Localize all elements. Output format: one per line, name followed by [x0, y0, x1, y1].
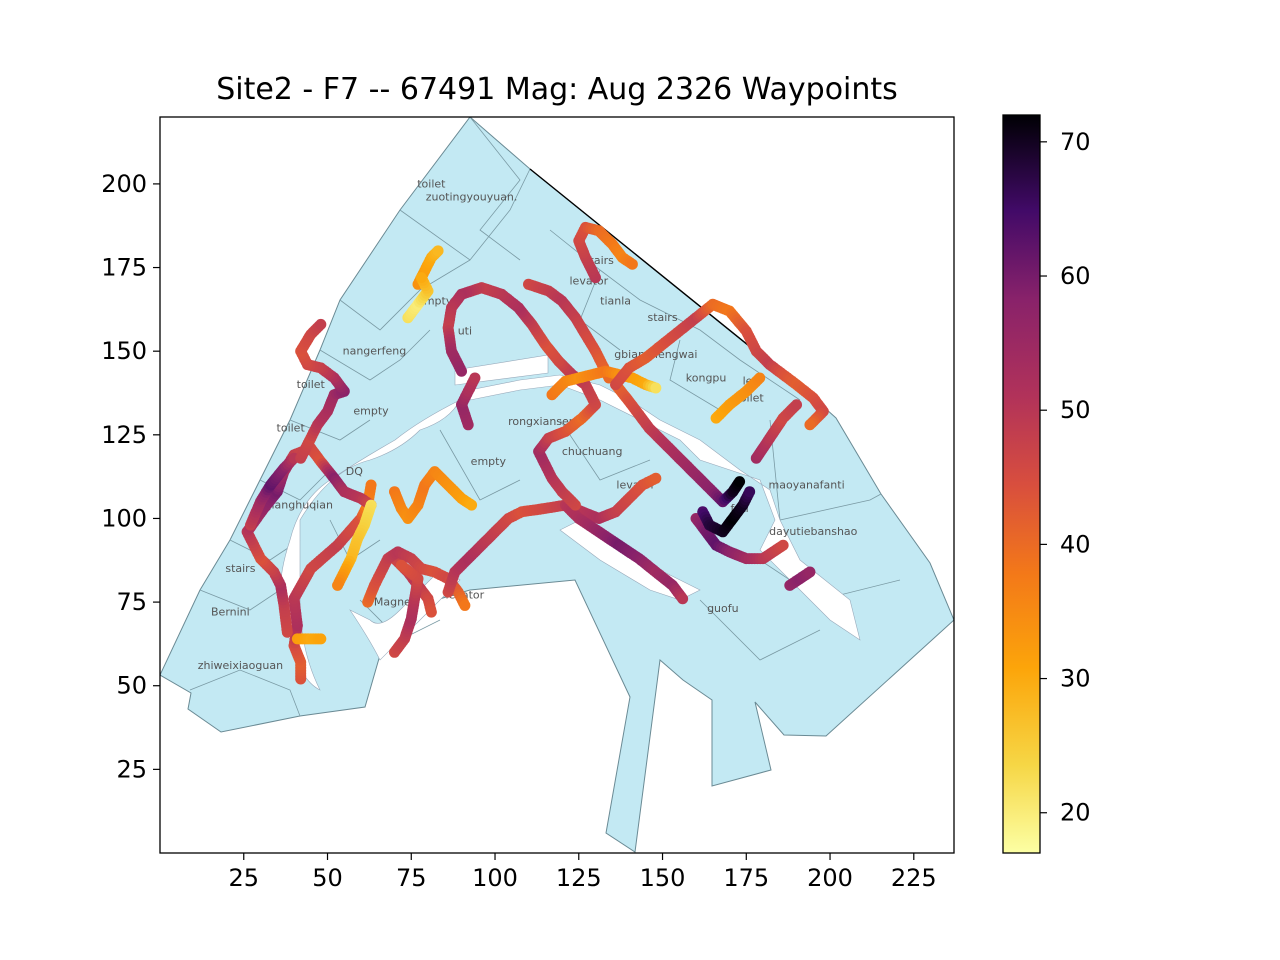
waypoint [650, 472, 662, 484]
waypoint [315, 633, 327, 645]
y-tick-label-5: 150 [101, 337, 147, 365]
room-label-8: nangerfeng [343, 345, 407, 358]
colorbar-tick-label-1: 30 [1060, 665, 1091, 693]
waypoint [469, 372, 481, 384]
trace-20 [710, 372, 766, 424]
x-tick-label-5: 150 [640, 864, 686, 892]
waypoint [395, 559, 407, 571]
x-tick-label-7: 200 [807, 864, 853, 892]
y-tick-label-2: 75 [116, 588, 147, 616]
room-label-27: Magnet [374, 595, 416, 608]
x-tick-label-2: 75 [396, 864, 427, 892]
room-label-15: toilet [277, 421, 306, 434]
trace-12 [442, 282, 601, 511]
room-label-6: stairs [647, 311, 677, 324]
waypoint [332, 579, 344, 591]
colorbar-tick-label-2: 40 [1060, 530, 1091, 558]
y-axis: 25 50 75 100 125 150 175 200 [101, 170, 160, 783]
trace-4 [295, 318, 350, 464]
room-label-17: chuchuang [562, 445, 623, 458]
trace-19 [573, 221, 638, 284]
colorbar: 20 30 40 50 60 70 [1002, 114, 1091, 854]
waypoint [650, 382, 662, 394]
waypoint [432, 245, 444, 257]
x-axis: 25 50 75 100 125 150 175 200 225 [228, 853, 937, 892]
waypoint [804, 566, 816, 578]
room-label-18: empty [471, 455, 507, 468]
y-tick-label-3: 100 [101, 504, 147, 532]
room-label-29: Bernini [211, 605, 250, 618]
trace-1 [291, 633, 327, 645]
waypoint [791, 399, 803, 411]
y-tick-label-1: 50 [116, 672, 147, 700]
waypoint [754, 372, 766, 384]
room-label-21: maoyanafanti [769, 478, 845, 491]
trace-25 [456, 372, 481, 431]
waypoint [677, 593, 689, 605]
colorbar-tick-label-0: 20 [1060, 799, 1091, 827]
colorbar-gradient [1002, 114, 1041, 854]
waypoint [734, 476, 746, 488]
colorbar-ticks: 20 30 40 50 60 70 [1040, 128, 1091, 827]
room-label-7: uti [458, 324, 472, 337]
room-label-25: stairs [225, 562, 255, 575]
room-label-1: zuotingyouyuan. [426, 191, 518, 204]
trace-6 [332, 499, 377, 591]
trace-21 [750, 399, 803, 464]
y-tick-label-6: 175 [101, 254, 147, 282]
colorbar-tick-label-3: 50 [1060, 396, 1091, 424]
room-label-14: empty [353, 405, 389, 418]
room-label-10: kongpu [686, 371, 727, 384]
x-tick-label-0: 25 [228, 864, 259, 892]
waypoint [466, 499, 478, 511]
floor-plan: toiletzuotingyouyuan.stairslevatortianla… [160, 117, 954, 853]
room-label-11: toilet [297, 378, 326, 391]
x-tick-label-8: 225 [891, 864, 937, 892]
waypoint [365, 479, 377, 491]
chart-title: Site2 - F7 -- 67491 Mag: Aug 2326 Waypoi… [216, 72, 898, 107]
room-label-30: zhiweixiaoguan [198, 659, 283, 672]
trace-3 [245, 452, 300, 531]
x-tick-label-1: 50 [312, 864, 343, 892]
waypoint [804, 419, 816, 431]
trace-24 [402, 272, 434, 324]
waypoint-traces [241, 221, 829, 685]
x-tick-label-3: 100 [472, 864, 518, 892]
room-label-22: jianghuqian [267, 498, 333, 511]
room-label-28: guofu [707, 602, 739, 615]
waypoint [459, 599, 471, 611]
trace-9 [389, 559, 424, 658]
x-tick-label-4: 125 [556, 864, 602, 892]
waypoint [744, 486, 756, 498]
waypoint [626, 258, 638, 270]
room-label-19: DQ [346, 465, 363, 478]
plot-frame [159, 116, 955, 854]
trace-5 [389, 466, 478, 524]
room-label-24: dayutiebanshao [769, 525, 857, 538]
y-tick-label-4: 125 [101, 421, 147, 449]
y-tick-label-7: 200 [101, 170, 147, 198]
waypoint [777, 539, 789, 551]
waypoint [456, 365, 468, 377]
waypoint [425, 606, 437, 618]
colorbar-tick-label-4: 60 [1060, 262, 1091, 290]
room-label-0: toilet [417, 177, 446, 190]
trace-22 [784, 566, 816, 591]
y-tick-label-0: 25 [116, 755, 147, 783]
room-label-16: rongxiansen [508, 415, 576, 428]
room-label-4: tianla [600, 294, 631, 307]
trace-18 [610, 298, 829, 431]
trace-17 [697, 486, 756, 538]
waypoint [415, 272, 427, 284]
x-tick-label-6: 175 [723, 864, 769, 892]
colorbar-tick-label-5: 70 [1060, 128, 1091, 156]
waypoint [315, 318, 327, 330]
